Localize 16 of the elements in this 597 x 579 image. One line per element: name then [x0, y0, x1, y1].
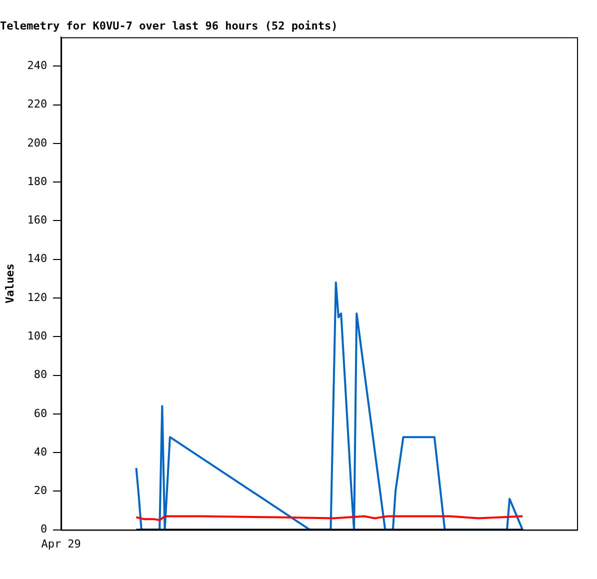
y-axis-title: Values	[3, 264, 16, 304]
y-tick-label: 160	[27, 214, 48, 227]
chart-title: Telemetry for K0VU-7 over last 96 hours (52 points)	[0, 19, 338, 32]
y-tick-label: 80	[34, 368, 48, 382]
y-tick-label: 140	[27, 252, 48, 266]
y-tick-label: 220	[27, 98, 48, 111]
y-tick-label: 20	[34, 484, 48, 498]
y-tick-label: 100	[27, 329, 48, 342]
y-tick-label: 240	[27, 59, 48, 72]
y-tick-label: 200	[27, 136, 48, 150]
y-tick-label: 0	[40, 522, 48, 536]
x-tick-label: Apr 29	[41, 537, 81, 550]
y-tick-label: 60	[34, 406, 48, 420]
y-tick-label: 120	[27, 290, 48, 304]
y-tick-label: 40	[34, 445, 48, 458]
y-tick-label: 180	[27, 174, 48, 188]
